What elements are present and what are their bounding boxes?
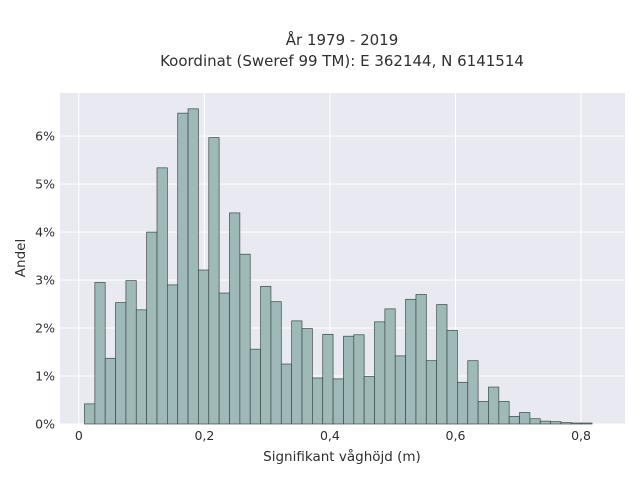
histogram-bar (301, 328, 313, 425)
histogram-bar (104, 357, 116, 425)
histogram-bar (581, 422, 593, 425)
histogram-bar (239, 253, 251, 425)
histogram-bar (405, 298, 417, 425)
histogram-bar (280, 363, 292, 425)
histogram-bar (156, 167, 168, 425)
histogram-bar (260, 285, 272, 425)
y-tick-label: 2% (35, 321, 55, 336)
histogram-bar (177, 112, 189, 425)
histogram-bar (560, 422, 572, 425)
histogram-bar (384, 308, 396, 425)
histogram-bar (353, 334, 365, 425)
histogram-bar (198, 269, 210, 425)
bars (84, 108, 593, 425)
histogram-bar (343, 335, 355, 425)
histogram-bar (529, 418, 541, 425)
histogram-bar (135, 309, 147, 425)
histogram-bar (312, 377, 324, 425)
histogram-bar (146, 231, 158, 425)
histogram-bar (498, 401, 510, 425)
y-tick-label: 0% (35, 417, 55, 432)
histogram-bar (425, 360, 438, 425)
chart-title-line-2: Koordinat (Sweref 99 TM): E 362144, N 61… (160, 52, 524, 70)
y-tick-label: 1% (35, 369, 55, 384)
histogram-bar (550, 421, 562, 425)
histogram-bar (488, 386, 500, 425)
y-tick-label: 4% (35, 225, 55, 240)
histogram-bar (363, 376, 375, 425)
histogram-bar (467, 360, 479, 425)
histogram-bar (229, 212, 241, 425)
histogram-bar (457, 381, 469, 425)
y-tick-label: 5% (35, 177, 55, 192)
y-axis-label: Andel (13, 239, 29, 277)
x-tick-label: 0,8 (571, 428, 591, 443)
x-tick-label: 0,2 (194, 428, 214, 443)
histogram-bar (446, 330, 458, 425)
histogram-bar (570, 422, 583, 425)
histogram-bar (519, 412, 531, 425)
histogram-bar (322, 333, 334, 425)
histogram-bar (374, 321, 386, 425)
chart-title-line-1: År 1979 - 2019 (286, 30, 399, 49)
histogram-bar (187, 108, 199, 425)
x-tick-label: 0,4 (320, 428, 340, 443)
histogram-bar (125, 280, 137, 425)
histogram-bar (539, 420, 551, 425)
histogram-bar (167, 284, 179, 425)
histogram-bar (508, 415, 520, 425)
x-tick-label: 0 (75, 428, 83, 443)
y-tick-labels: 0% 1% 2% 3% 4% 5% 6% (35, 129, 55, 432)
y-tick-label: 6% (35, 129, 55, 144)
histogram-bar (208, 137, 220, 425)
histogram-bar (477, 401, 489, 425)
histogram-bar (115, 302, 127, 425)
histogram-bar (94, 282, 106, 425)
histogram-bar (436, 304, 448, 425)
x-tick-label: 0,6 (446, 428, 466, 443)
histogram-bar (84, 403, 96, 425)
histogram-bar (291, 320, 303, 425)
histogram-bar (270, 301, 282, 425)
histogram-bar (249, 348, 261, 425)
histogram-bar (415, 294, 427, 425)
x-axis-label: Signifikant våghöjd (m) (263, 448, 421, 465)
x-tick-labels: 0 0,2 0,4 0,6 0,8 (75, 428, 591, 443)
histogram-bar (394, 355, 406, 425)
y-tick-label: 3% (35, 273, 55, 288)
histogram-bar (218, 292, 230, 425)
histogram-bar (332, 378, 344, 425)
